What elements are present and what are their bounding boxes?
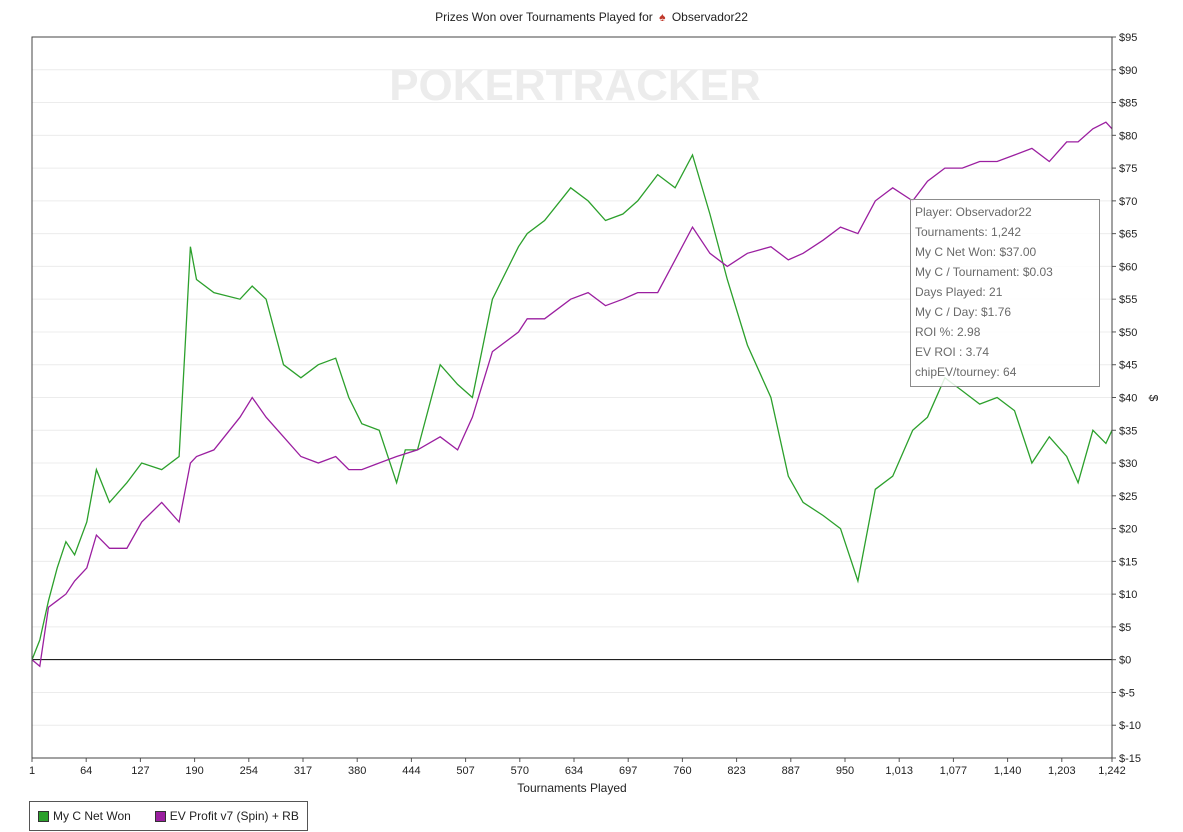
x-tick-label: 887 (782, 765, 800, 777)
y-tick-label: $50 (1119, 327, 1137, 339)
y-tick-label: $20 (1119, 524, 1137, 536)
plot-frame (31, 36, 1113, 759)
y-tick-label: $45 (1119, 360, 1137, 372)
legend-swatch-net-won (38, 810, 49, 822)
y-tick-label: $-5 (1119, 687, 1135, 699)
y-tick-label: $5 (1119, 622, 1131, 634)
x-tick-label: 507 (456, 765, 474, 777)
spade-icon: ♠ (659, 10, 666, 24)
y-tick-label: $60 (1119, 261, 1137, 273)
y-tick-label: $90 (1119, 65, 1137, 77)
x-axis-title: Tournaments Played (517, 781, 627, 795)
x-tick-label: 570 (511, 765, 529, 777)
x-tick-label: 634 (565, 765, 583, 777)
x-tick-label: 1,013 (885, 765, 913, 777)
x-tick-label: 380 (348, 765, 366, 777)
legend: My C Net Won EV Profit v7 (Spin) + RB (29, 801, 308, 831)
x-tick-label: 444 (402, 765, 420, 777)
tooltip-line: Days Played: 21 (915, 285, 1003, 299)
series-line-ev-profit (31, 121, 1113, 668)
y-tick-labels: $95 $90 $85 $80 $75 $70 $65 $60 $55 $50 $45 $40 $35 $… (1119, 32, 1141, 765)
x-tick-label: 127 (131, 765, 149, 777)
x-tick-label: 1,203 (1048, 765, 1076, 777)
y-tick-label: $-15 (1119, 753, 1141, 765)
legend-item-net-won[interactable]: My C Net Won (38, 809, 131, 823)
x-tick-label: 64 (80, 765, 92, 777)
y-tick-label: $-10 (1119, 720, 1141, 732)
series-lines (31, 121, 1113, 668)
y-tick-label: $65 (1119, 229, 1137, 241)
tooltip-line: chipEV/tourney: 64 (915, 365, 1017, 379)
chart-title: Prizes Won over Tournaments Played for ♠… (0, 10, 1183, 24)
tooltip-line: My C Net Won: $37.00 (915, 245, 1037, 259)
tooltip-line: My C / Tournament: $0.03 (915, 265, 1053, 279)
y-tick-label: $15 (1119, 556, 1137, 568)
x-tick-label: 823 (727, 765, 745, 777)
y-tick-label: $40 (1119, 393, 1137, 405)
tooltip-line: ROI %: 2.98 (915, 325, 981, 339)
tooltip-line: My C / Day: $1.76 (915, 305, 1012, 319)
grid (31, 36, 1116, 762)
x-tick-label: 950 (836, 765, 854, 777)
x-tick-labels: 1 64 127 190 254 317 380 444 507 570 634 697 760 823 8… (29, 765, 1126, 777)
tooltip-line: Tournaments: 1,242 (915, 225, 1022, 239)
x-tick-label: 1 (29, 765, 35, 777)
y-tick-label: $85 (1119, 98, 1137, 110)
chart-title-player: Observador22 (671, 10, 748, 24)
legend-swatch-ev-profit (154, 810, 166, 822)
axes (31, 36, 1113, 759)
y-tick-label: $10 (1119, 589, 1137, 601)
y-tick-label: $30 (1119, 458, 1137, 470)
x-tick-label: 317 (294, 765, 312, 777)
y-tick-label: $0 (1119, 655, 1131, 667)
chart-title-prefix: Prizes Won over Tournaments Played for (435, 10, 653, 24)
y-tick-label: $95 (1119, 32, 1137, 44)
y-tick-label: $70 (1119, 196, 1137, 208)
y-axis-title: $ (1146, 394, 1161, 402)
y-tick-label: $55 (1119, 294, 1137, 306)
y-tick-label: $35 (1119, 425, 1137, 437)
tooltip-line: Player: Observador22 (915, 205, 1032, 219)
y-tick-label: $25 (1119, 491, 1137, 503)
y-tick-label: $80 (1119, 130, 1137, 142)
legend-item-ev-profit[interactable]: EV Profit v7 (Spin) + RB (154, 809, 299, 823)
legend-label-net-won: My C Net Won (53, 809, 131, 823)
tooltip-line: EV ROI : 3.74 (915, 345, 990, 359)
y-tick-label: $75 (1119, 163, 1137, 175)
x-tick-label: 697 (619, 765, 637, 777)
x-tick-label: 1,077 (940, 765, 968, 777)
x-tick-label: 1,242 (1098, 765, 1126, 777)
x-tick-label: 190 (185, 765, 203, 777)
watermark: POKERTRACKER (389, 61, 761, 110)
x-tick-label: 760 (673, 765, 691, 777)
legend-label-ev-profit: EV Profit v7 (Spin) + RB (169, 809, 299, 823)
stats-tooltip: Player: Observador22 Tournaments: 1,242 My… (910, 199, 1100, 387)
x-tick-label: 1,140 (994, 765, 1022, 777)
x-tick-label: 254 (240, 765, 258, 777)
series-line-net-won (31, 153, 1113, 660)
